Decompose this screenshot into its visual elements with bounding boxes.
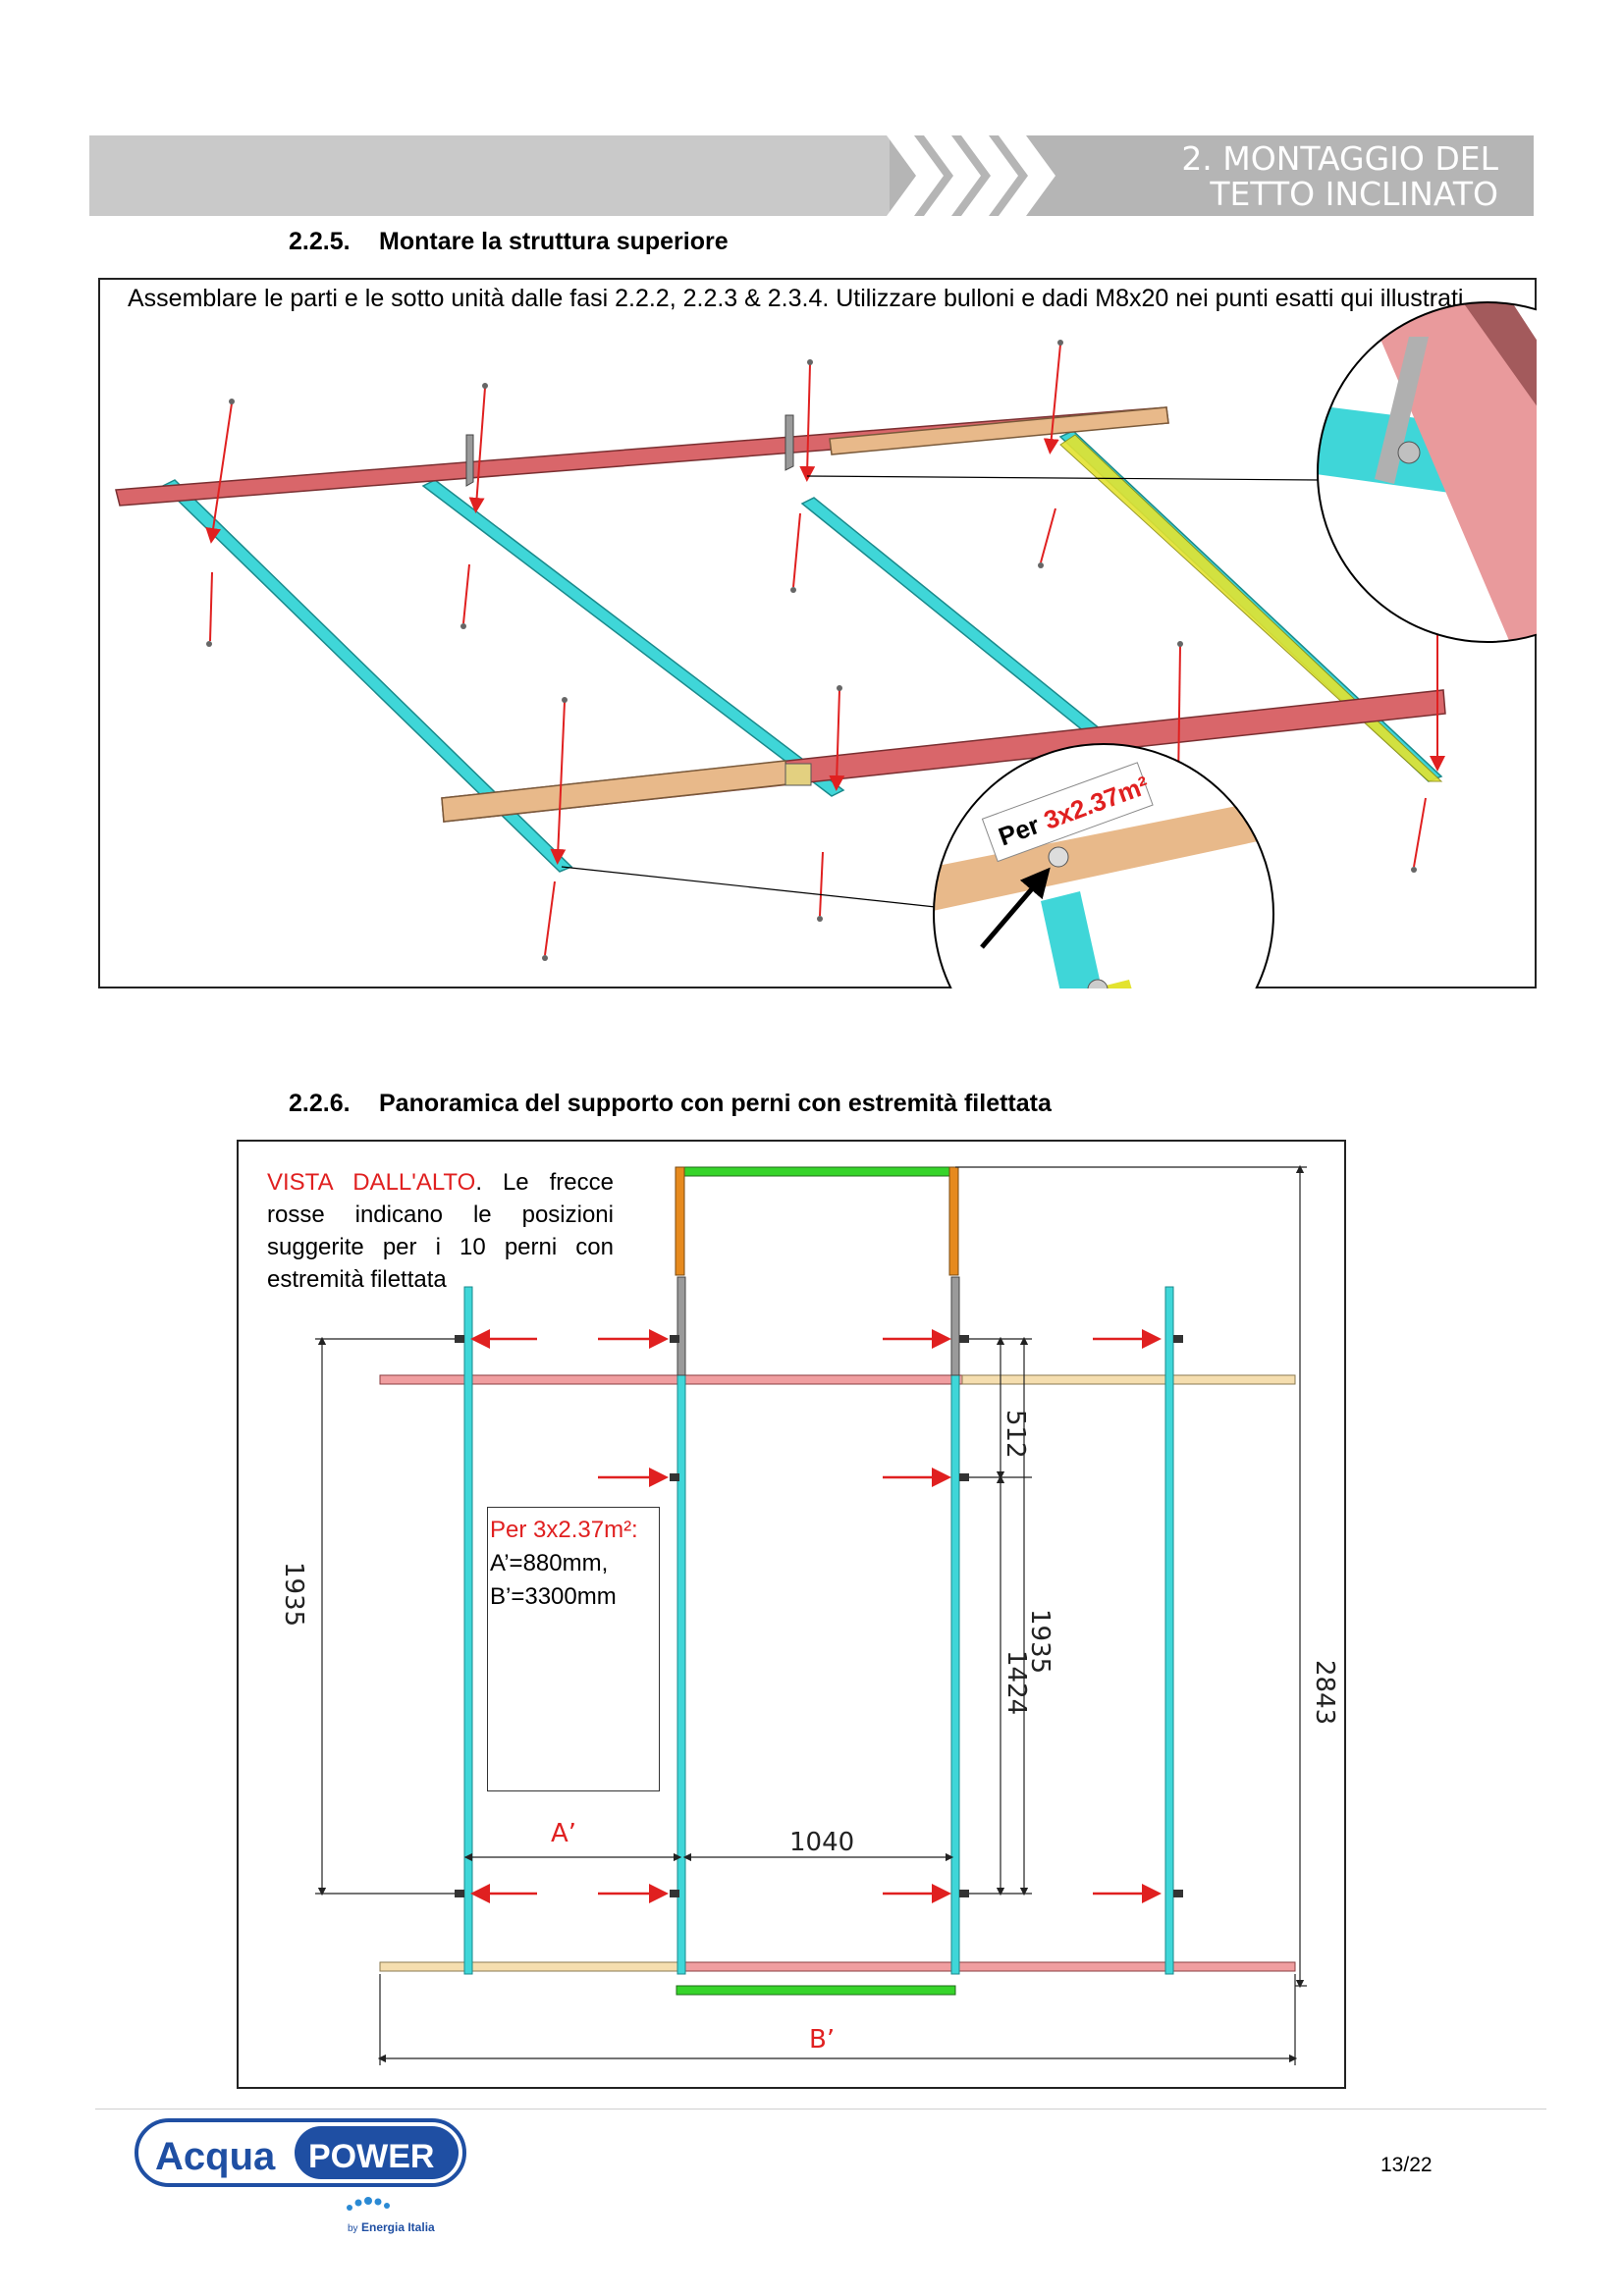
top-view-figure: 512 1935 1935 1424 2843 1040 A’ B’ VISTA… [237,1140,1346,2089]
spec-box: Per 3x2.37m²: A’=880mm, B’=3300mm [487,1507,660,1791]
detail-zoom-bottom: Per 3x2.37m² [933,743,1274,988]
detail-zoom-top [1317,301,1537,643]
logo-by: by [348,2223,358,2234]
chapter-title-line2: TETTO INCLINATO [1210,175,1498,213]
dim-a-prime: A’ [551,1819,576,1848]
green-frame [675,1166,959,1996]
top-view-explanation: . Le frecce rosse indicano le posizioni … [267,1169,614,1293]
top-view-description: VISTA DALL'ALTO. Le frecce rosse indican… [267,1166,614,1296]
spec-b: B’=3300mm [490,1583,617,1610]
header-banner [89,135,1534,216]
chapter-title: 2. MONTAGGIO DEL TETTO INCLINATO [1181,141,1498,212]
dim-b-prime: B’ [809,2025,835,2055]
assembly-instructions: Assemblare le parti e le sotto unità dal… [128,285,1464,312]
pin-blocks [455,1335,1183,1897]
cyan-profiles [463,1276,1174,1975]
cyan-profiles [161,430,1443,873]
dim-1935-left: 1935 [279,1562,308,1627]
logo-word-acqua: Acqua [155,2135,276,2178]
assembly-figure: Assemblare le parti e le sotto unità dal… [98,278,1537,988]
dim-1935-right: 1935 [1025,1609,1055,1674]
logo-dots-icon [347,2197,390,2211]
assembly-illustration: Per 3x2.37m² [115,301,1537,988]
pin-arrows [470,1329,1162,1903]
roof-brackets [465,414,794,487]
section-title: Panoramica del supporto con perni con es… [379,1090,1052,1117]
section-2-2-6-heading: 2.2.6. Panoramica del supporto con perni … [289,1090,1052,1118]
logo-brand: Energia Italia [361,2220,435,2234]
page-number: 13/22 [1380,2154,1433,2176]
dim-512: 512 [1001,1410,1030,1459]
section-2-2-5-heading: 2.2.5. Montare la struttura superiore [289,228,729,256]
section-number: 2.2.6. [289,1090,351,1117]
spec-a: A’=880mm, [490,1550,609,1576]
top-view-drawing: 512 1935 1935 1424 2843 1040 A’ B’ [279,1164,1339,2065]
spec-title: Per 3x2.37m²: [490,1517,638,1543]
acquapower-logo: Acqua POWER by Energia Italia [134,2115,467,2239]
size-callout [981,762,1154,863]
section-number: 2.2.5. [289,228,351,255]
dim-2843: 2843 [1310,1660,1339,1725]
section-title: Montare la struttura superiore [379,228,729,255]
logo-word-power: POWER [308,2138,434,2175]
dim-1424: 1424 [1001,1650,1031,1715]
top-view-label: VISTA DALL'ALTO [267,1169,476,1196]
dim-1040: 1040 [789,1828,854,1857]
dimension-lines [315,1164,1307,2065]
chapter-title-line1: 2. MONTAGGIO DEL [1181,139,1498,178]
page-header: 2. MONTAGGIO DEL TETTO INCLINATO [89,135,1534,216]
